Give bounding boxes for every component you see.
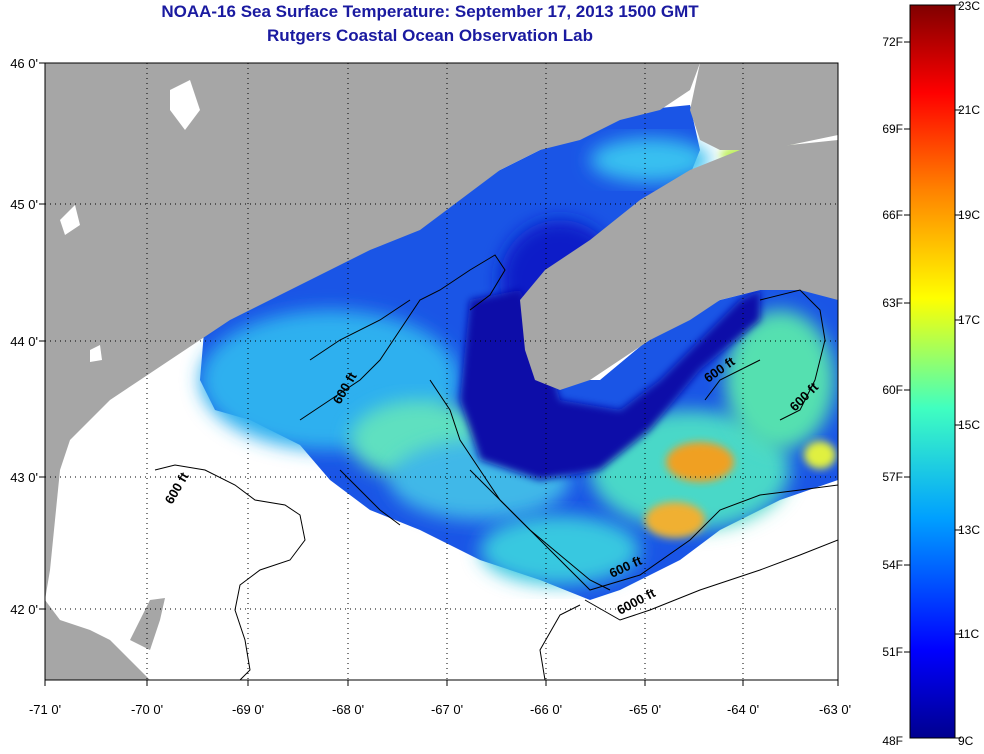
lat-label-43: 43 0' bbox=[10, 470, 38, 485]
plot-frame bbox=[44, 62, 839, 681]
colorbar-f-66: 66F bbox=[882, 208, 903, 222]
land-nova-scotia bbox=[520, 140, 838, 390]
land-maine-new-hampshire bbox=[45, 63, 700, 600]
colorbar-f-60: 60F bbox=[882, 383, 903, 397]
lon-label-65: -65 0' bbox=[629, 702, 661, 717]
colorbar-c-21: 21C bbox=[958, 103, 980, 117]
colorbar-c-9: 9C bbox=[958, 734, 974, 748]
lat-label-44: 44 0' bbox=[10, 334, 38, 349]
lon-label-64: -64 0' bbox=[727, 702, 759, 717]
axis-ticks bbox=[39, 62, 839, 686]
map-subtitle: Rutgers Coastal Ocean Observation Lab bbox=[267, 26, 593, 45]
lat-label-42: 42 0' bbox=[10, 602, 38, 617]
colorbar-c-19: 19C bbox=[958, 208, 980, 222]
graticule bbox=[45, 63, 838, 680]
land-new-brunswick bbox=[690, 63, 838, 150]
colorbar-c-17: 17C bbox=[958, 313, 980, 327]
colorbar-ticks bbox=[904, 4, 961, 739]
colorbar-f-63: 63F bbox=[882, 296, 903, 310]
colorbar-f-57: 57F bbox=[882, 470, 903, 484]
lon-label-67: -67 0' bbox=[431, 702, 463, 717]
bathymetry-contours bbox=[154, 254, 838, 680]
lon-label-71: -71 0' bbox=[29, 702, 61, 717]
colorbar-f-69: 69F bbox=[882, 122, 903, 136]
lat-label-45: 45 0' bbox=[10, 197, 38, 212]
colorbar-c-11: 11C bbox=[958, 627, 979, 641]
lon-label-66: -66 0' bbox=[530, 702, 562, 717]
lon-label-70: -70 0' bbox=[131, 702, 163, 717]
colorbar-c-15: 15C bbox=[958, 418, 980, 432]
lon-label-63: -63 0' bbox=[819, 702, 851, 717]
colorbar bbox=[909, 4, 956, 739]
colorbar-f-51: 51F bbox=[882, 645, 903, 659]
colorbar-f-48: 48F bbox=[882, 734, 903, 748]
land bbox=[45, 63, 838, 680]
colorbar-f-72: 72F bbox=[882, 35, 903, 49]
land-massachusetts bbox=[45, 600, 150, 680]
lat-label-46: 46 0' bbox=[10, 56, 38, 71]
lon-label-69: -69 0' bbox=[232, 702, 264, 717]
colorbar-c-23: 23C bbox=[958, 0, 980, 13]
map-title: NOAA-16 Sea Surface Temperature: Septemb… bbox=[161, 2, 699, 21]
colorbar-c-13: 13C bbox=[958, 523, 980, 537]
lon-label-68: -68 0' bbox=[332, 702, 364, 717]
colorbar-f-54: 54F bbox=[882, 558, 903, 572]
